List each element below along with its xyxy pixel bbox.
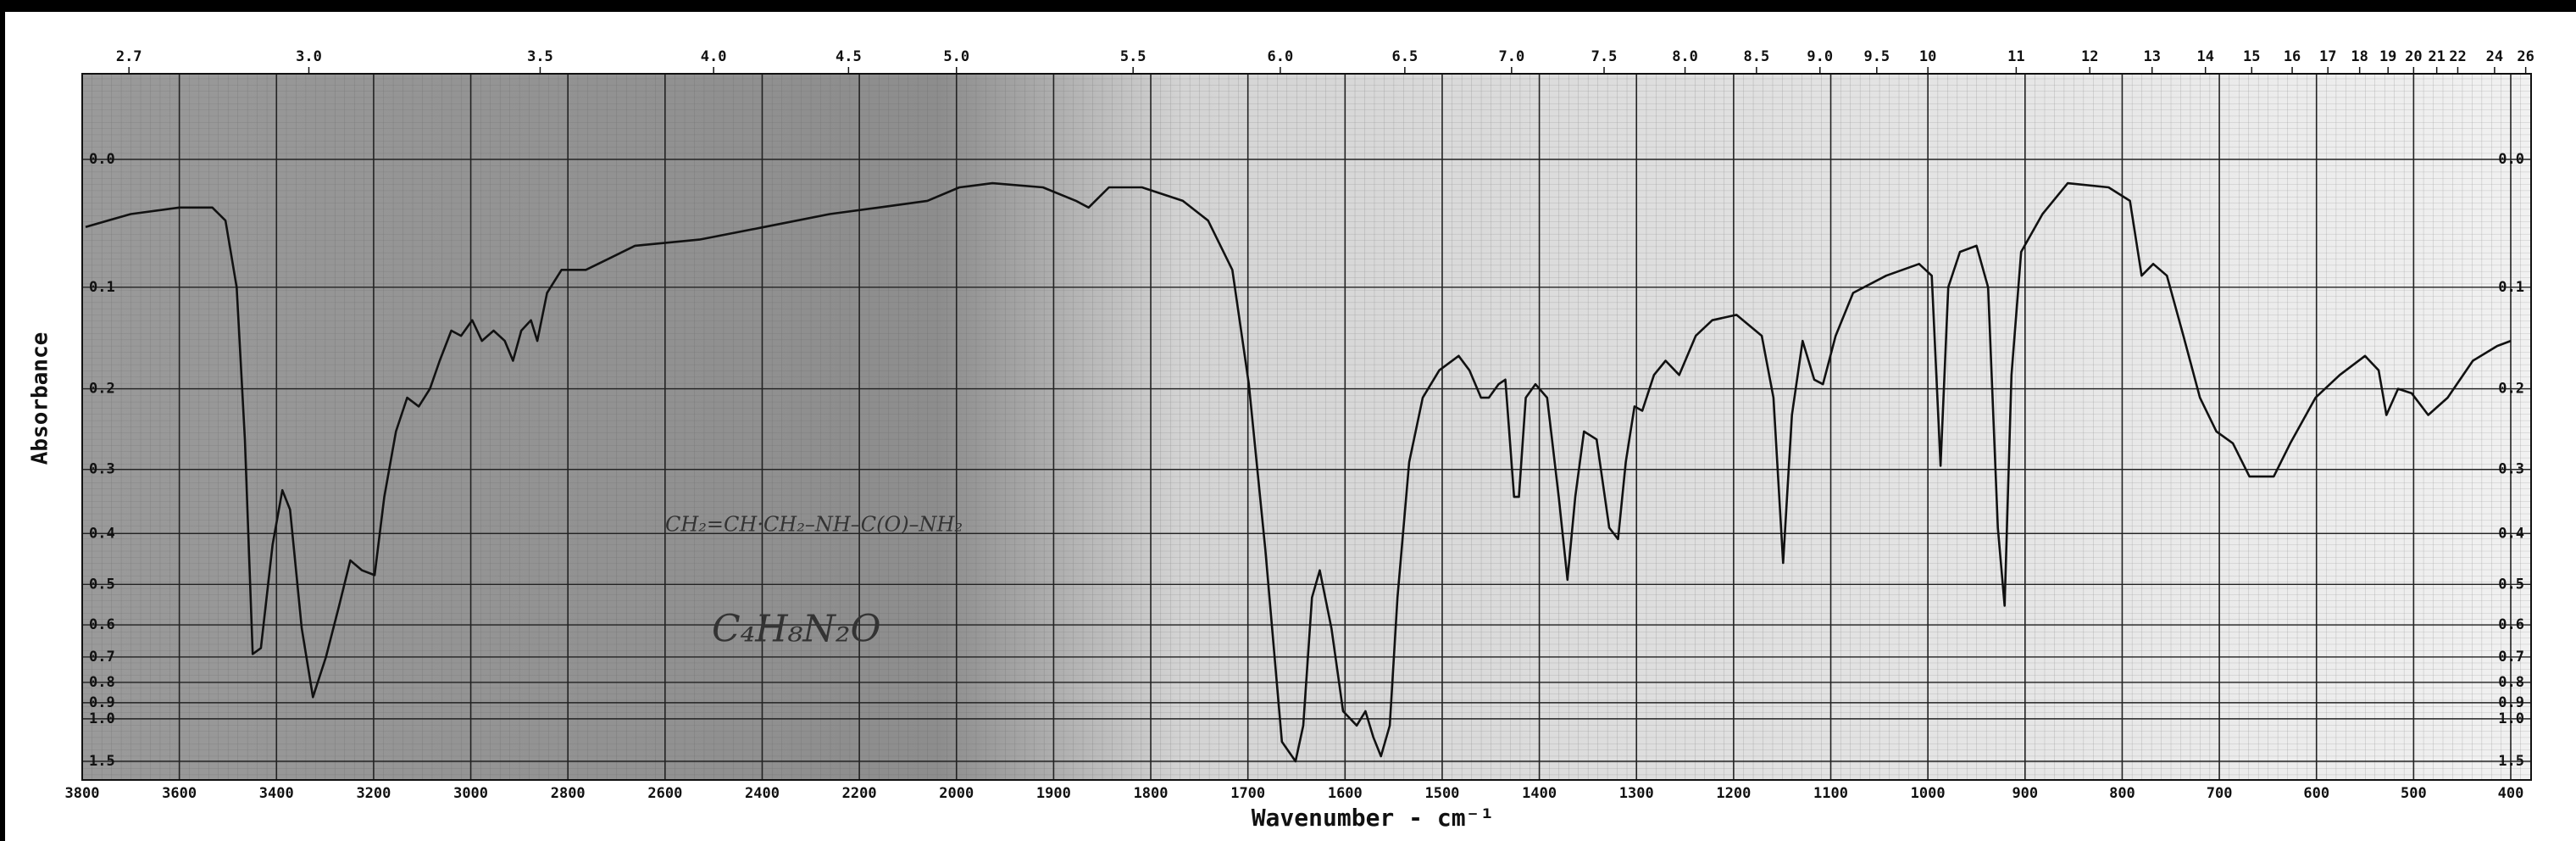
y-tick-label: 0.1	[2498, 279, 2524, 296]
x2-tick-label: 11	[2007, 48, 2024, 65]
x2-tick-label: 3.0	[296, 48, 322, 65]
y-tick-label: 0.6	[89, 616, 115, 633]
x2-tick-label: 18	[2351, 48, 2368, 65]
x-tick-label: 1300	[1619, 785, 1654, 802]
x2-tick-label: 6.0	[1268, 48, 1294, 65]
x-tick-label: 3600	[162, 785, 197, 802]
y-tick-label: 0.4	[2498, 525, 2524, 542]
y-tick-label: 1.0	[89, 710, 115, 727]
x2-tick-label: 6.5	[1392, 48, 1418, 65]
x-tick-label: 1900	[1036, 785, 1071, 802]
x2-tick-label: 8.5	[1743, 48, 1769, 65]
y-tick-label: 0.2	[2498, 381, 2524, 398]
x-tick-label: 600	[2303, 785, 2329, 802]
x2-tick-label: 10	[1919, 48, 1936, 65]
x2-tick-label: 8.0	[1672, 48, 1698, 65]
x-tick-label: 1100	[1813, 785, 1848, 802]
x-tick-label: 500	[2401, 785, 2427, 802]
x2-tick-label: 7.5	[1591, 48, 1618, 65]
y-tick-label: 0.4	[89, 525, 115, 542]
x-tick-label: 1800	[1134, 785, 1169, 802]
x-tick-label: 1700	[1230, 785, 1265, 802]
x-tick-label: 900	[2012, 785, 2038, 802]
x2-tick-label: 7.0	[1498, 48, 1524, 65]
x2-tick-label: 16	[2284, 48, 2301, 65]
x-tick-label: 3000	[453, 785, 488, 802]
x2-tick-label: 13	[2143, 48, 2160, 65]
formula-annotation: C₄H₈N₂O	[712, 608, 881, 651]
structure-annotation: CH₂=CH·CH₂–NH–C(O)–NH₂	[665, 513, 963, 537]
x2-tick-label: 14	[2196, 48, 2213, 65]
scan-border	[0, 0, 2576, 12]
x2-tick-label: 12	[2081, 48, 2098, 65]
y-tick-label: 0.9	[89, 694, 115, 711]
y-tick-label: 0.5	[89, 576, 115, 593]
x-tick-label: 1500	[1424, 785, 1459, 802]
y-tick-label: 0.3	[2498, 461, 2524, 478]
x2-tick-label: 5.5	[1120, 48, 1146, 65]
x-tick-label: 2400	[745, 785, 780, 802]
x-tick-label: 2200	[842, 785, 877, 802]
x2-tick-label: 15	[2243, 48, 2260, 65]
plot-frame	[81, 73, 2532, 781]
x-tick-label: 3400	[259, 785, 294, 802]
x2-tick-label: 3.5	[527, 48, 553, 65]
x2-tick-label: 17	[2319, 48, 2336, 65]
x-tick-label: 3200	[356, 785, 391, 802]
x2-tick-label: 9.5	[1863, 48, 1890, 65]
x-axis-label: Wavenumber - cm⁻¹	[1252, 804, 1495, 832]
x2-tick-label: 20	[2405, 48, 2422, 65]
x2-tick-label: 22	[2449, 48, 2466, 65]
y-tick-label: 0.2	[89, 381, 115, 398]
x-tick-label: 800	[2109, 785, 2135, 802]
x-tick-label: 1400	[1522, 785, 1557, 802]
x-tick-label: 2800	[551, 785, 586, 802]
y-tick-label: 0.7	[89, 649, 115, 666]
x2-tick-label: 24	[2486, 48, 2503, 65]
x-tick-label: 1000	[1911, 785, 1946, 802]
y-tick-label: 0.5	[2498, 576, 2524, 593]
x2-tick-label: 9.0	[1807, 48, 1833, 65]
y-tick-label: 1.0	[2498, 710, 2524, 727]
grid	[81, 67, 2531, 780]
y-axis-label: Absorbance	[28, 332, 53, 465]
x-tick-label: 2600	[647, 785, 682, 802]
x-tick-label: 400	[2498, 785, 2524, 802]
x2-tick-label: 4.5	[836, 48, 862, 65]
y-tick-label: 0.8	[2498, 674, 2524, 691]
marks	[85, 181, 2512, 763]
y-tick-label: 1.5	[89, 753, 115, 770]
x2-tick-label: 2.7	[116, 48, 142, 65]
y-tick-label: 0.3	[89, 461, 115, 478]
x-tick-label: 1600	[1328, 785, 1363, 802]
x2-tick-label: 19	[2379, 48, 2396, 65]
x-tick-label: 1200	[1716, 785, 1751, 802]
spectrum-line	[85, 181, 2512, 763]
y-tick-label: 0.0	[89, 151, 115, 168]
y-tick-label: 1.5	[2498, 753, 2524, 770]
y-tick-label: 0.1	[89, 279, 115, 296]
y-tick-label: 0.0	[2498, 151, 2524, 168]
x2-tick-label: 5.0	[943, 48, 969, 65]
y-tick-label: 0.7	[2498, 649, 2524, 666]
y-tick-label: 0.9	[2498, 694, 2524, 711]
x-tick-label: 2000	[939, 785, 974, 802]
y-tick-label: 0.6	[2498, 616, 2524, 633]
scan-border	[0, 0, 5, 841]
x2-tick-label: 4.0	[701, 48, 727, 65]
labels: Absorbance Wavenumber - cm⁻¹ CH₂=CH·CH₂–…	[28, 48, 2534, 832]
x2-tick-label: 21	[2428, 48, 2445, 65]
x-tick-label: 3800	[65, 785, 100, 802]
x2-tick-label: 26	[2517, 48, 2534, 65]
y-tick-label: 0.8	[89, 674, 115, 691]
x-tick-label: 700	[2207, 785, 2233, 802]
